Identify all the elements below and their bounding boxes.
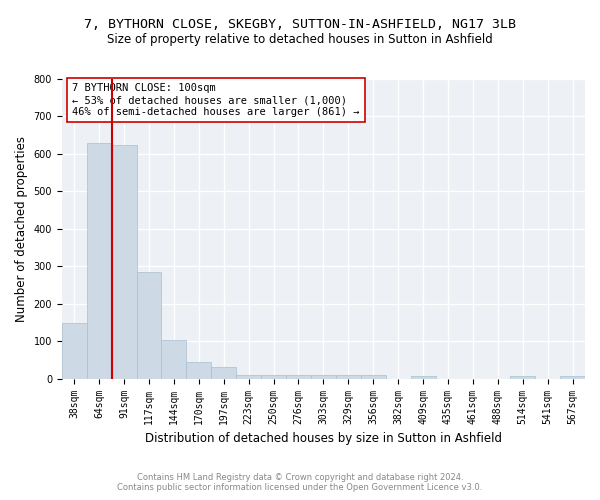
Y-axis label: Number of detached properties: Number of detached properties bbox=[15, 136, 28, 322]
Text: Contains HM Land Registry data © Crown copyright and database right 2024.: Contains HM Land Registry data © Crown c… bbox=[137, 474, 463, 482]
Bar bbox=[112, 144, 137, 378]
Bar bbox=[161, 340, 187, 378]
Bar bbox=[261, 375, 286, 378]
Bar bbox=[62, 322, 86, 378]
Text: Size of property relative to detached houses in Sutton in Ashfield: Size of property relative to detached ho… bbox=[107, 32, 493, 46]
Bar bbox=[361, 375, 386, 378]
Bar bbox=[137, 272, 161, 378]
Bar bbox=[86, 142, 112, 378]
Text: Contains public sector information licensed under the Open Government Licence v3: Contains public sector information licen… bbox=[118, 484, 482, 492]
Text: 7 BYTHORN CLOSE: 100sqm
← 53% of detached houses are smaller (1,000)
46% of semi: 7 BYTHORN CLOSE: 100sqm ← 53% of detache… bbox=[72, 84, 360, 116]
Text: 7, BYTHORN CLOSE, SKEGBY, SUTTON-IN-ASHFIELD, NG17 3LB: 7, BYTHORN CLOSE, SKEGBY, SUTTON-IN-ASHF… bbox=[84, 18, 516, 30]
Bar bbox=[286, 375, 311, 378]
Bar bbox=[187, 362, 211, 378]
Bar bbox=[510, 376, 535, 378]
Bar bbox=[336, 375, 361, 378]
Bar bbox=[236, 375, 261, 378]
X-axis label: Distribution of detached houses by size in Sutton in Ashfield: Distribution of detached houses by size … bbox=[145, 432, 502, 445]
Bar bbox=[311, 375, 336, 378]
Bar bbox=[410, 376, 436, 378]
Bar bbox=[211, 368, 236, 378]
Bar bbox=[560, 376, 585, 378]
